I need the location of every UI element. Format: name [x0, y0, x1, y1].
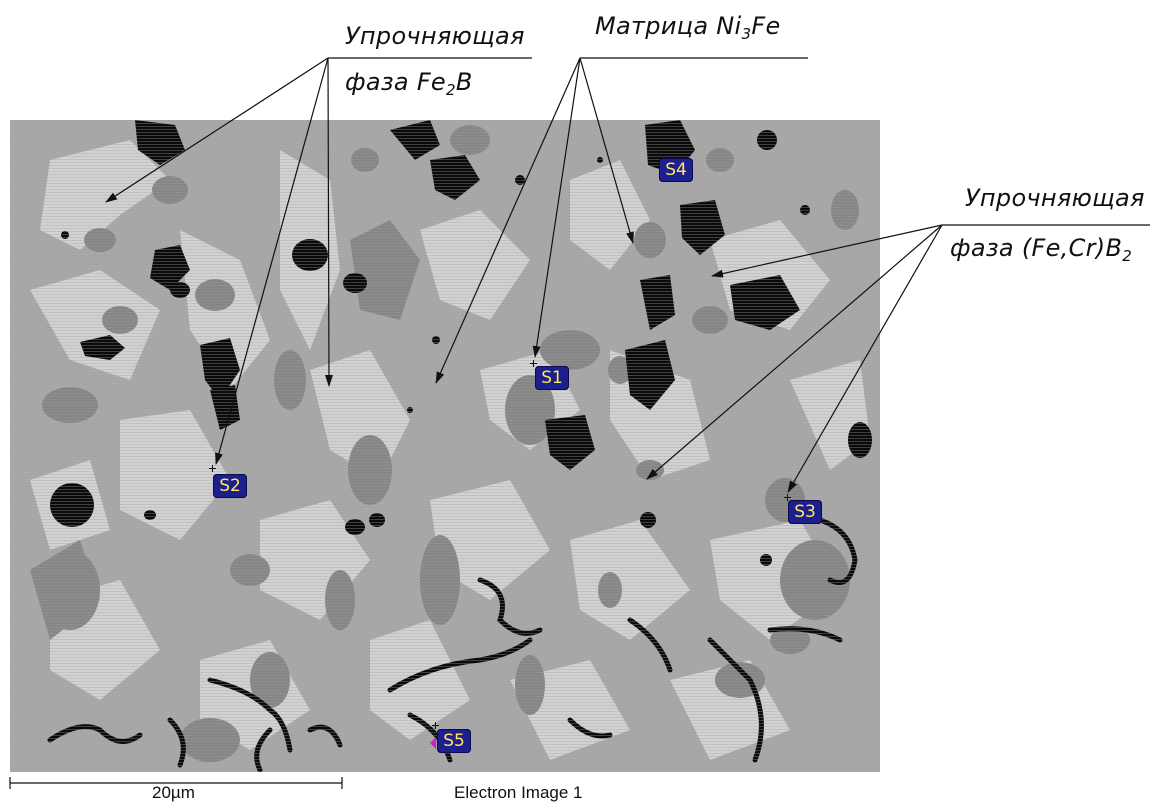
fe2b-label-subscript: 2 — [446, 81, 456, 99]
marker-s2-label: S2 — [219, 476, 241, 496]
marker-s1: S1 — [535, 366, 569, 390]
marker-s1-label: S1 — [541, 368, 563, 388]
fe2b-label-line1: Упрочняющая — [345, 22, 525, 50]
fe2b-label-text: фаза Fe — [345, 68, 446, 96]
sem-micrograph: S1 S2 S3 S4 S5 — [10, 120, 880, 772]
matrix-label-subscript: 3 — [741, 25, 752, 43]
micrograph-drawing — [10, 120, 880, 772]
marker-s4-crosshair — [655, 149, 662, 156]
marker-s3-crosshair — [784, 494, 791, 501]
marker-s2-crosshair — [209, 465, 216, 472]
marker-s5: S5 — [437, 729, 471, 753]
fe2b-label-line2: фаза Fe2B — [345, 70, 473, 98]
marker-s3-label: S3 — [794, 502, 816, 522]
fe2b-label-suffix: B — [455, 68, 473, 96]
fecrb-label-text: фаза (Fe,Cr)B — [950, 234, 1123, 262]
matrix-label-text: Матрица Ni — [595, 12, 742, 40]
matrix-label: Матрица Ni3Fe — [595, 14, 781, 42]
marker-s4-label: S4 — [665, 160, 687, 180]
marker-s5-crosshair — [432, 722, 439, 729]
scale-bar-label: 20µm — [152, 783, 195, 802]
marker-s5-label: S5 — [443, 731, 465, 751]
fecrb-label-subscript: 2 — [1122, 247, 1133, 265]
image-caption: Electron Image 1 — [454, 783, 583, 802]
marker-s4: S4 — [659, 158, 693, 182]
marker-s3: S3 — [788, 500, 822, 524]
marker-s2: S2 — [213, 474, 247, 498]
matrix-label-suffix: Fe — [751, 12, 781, 40]
fecrb-label-line1: Упрочняющая — [965, 184, 1145, 212]
fecrb-label-line2: фаза (Fe,Cr)B2 — [950, 236, 1132, 264]
